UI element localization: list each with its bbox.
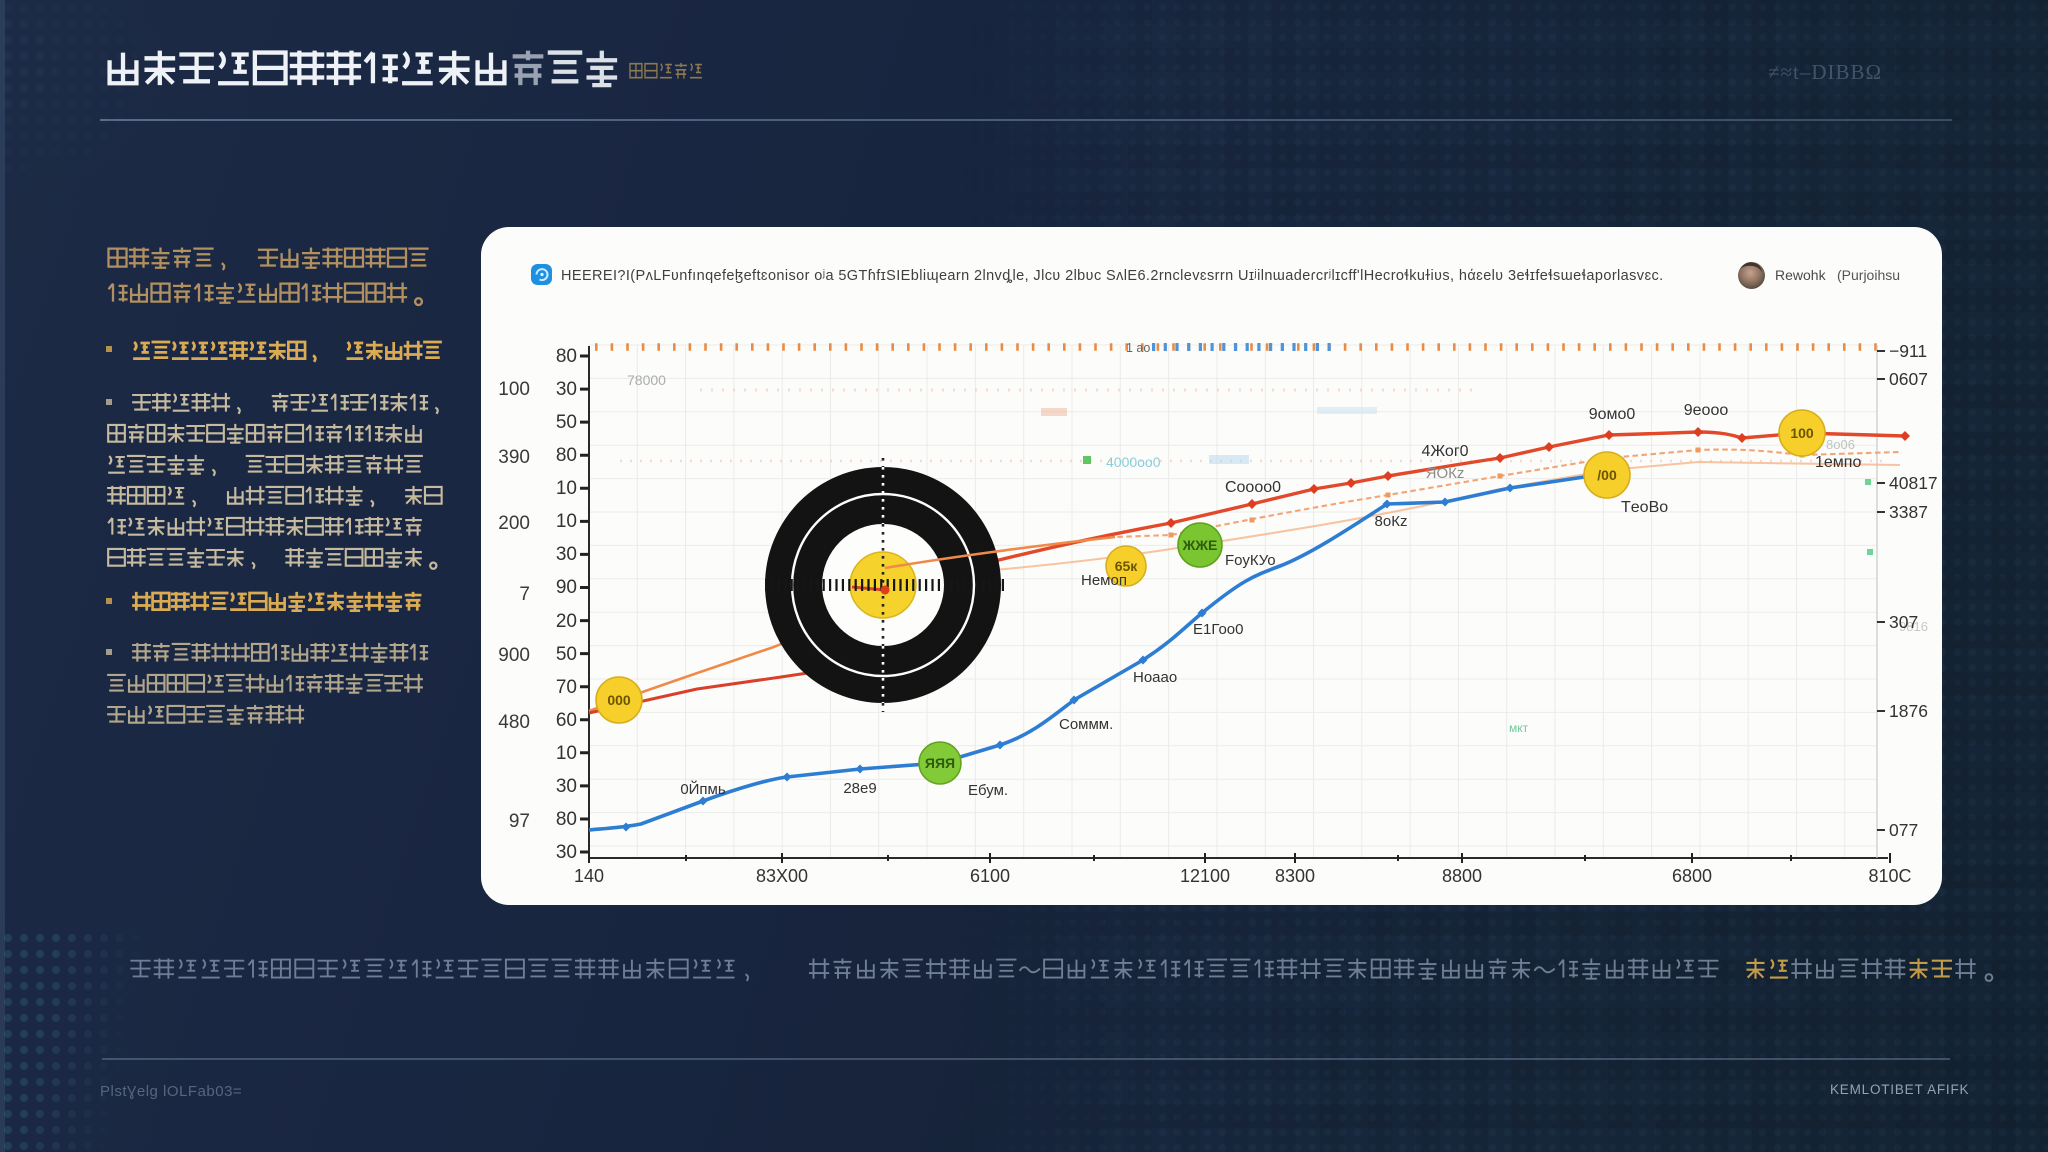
svg-text:100: 100 xyxy=(498,379,530,400)
svg-text:60: 60 xyxy=(556,710,577,731)
svg-text:1емпо: 1емпо xyxy=(1815,454,1861,471)
svg-text:50: 50 xyxy=(556,412,577,433)
svg-text:4000оо0: 4000оо0 xyxy=(1106,454,1161,470)
svg-text:Е1Гоо0: Е1Гоо0 xyxy=(1193,621,1244,638)
svg-text:810С: 810С xyxy=(1868,866,1911,886)
svg-text:10: 10 xyxy=(556,511,577,532)
svg-text:FоуКУо: FоуКУо xyxy=(1225,552,1276,569)
svg-text:3387: 3387 xyxy=(1889,502,1928,522)
svg-text:9омо0: 9омо0 xyxy=(1589,406,1636,423)
svg-text:480: 480 xyxy=(498,712,530,733)
svg-text:12100: 12100 xyxy=(1180,866,1230,886)
svg-text:1 ао: 1 ао xyxy=(1126,341,1150,355)
svg-text:(Purjοihsu: (Purjοihsu xyxy=(1837,267,1900,283)
svg-text:70: 70 xyxy=(556,677,577,698)
svg-text:0Йпмь: 0Йпмь xyxy=(680,780,726,798)
svg-text:/00: /00 xyxy=(1597,467,1617,483)
svg-text:900: 900 xyxy=(498,645,530,666)
svg-text:077: 077 xyxy=(1889,820,1918,840)
svg-text:TеоВо: TеоВо xyxy=(1621,499,1668,516)
svg-text:Rewοhk: Rewοhk xyxy=(1775,267,1827,283)
svg-text:−911: −911 xyxy=(1889,341,1927,361)
svg-text:80: 80 xyxy=(556,809,577,830)
svg-text:9еооо: 9еооо xyxy=(1684,402,1729,419)
svg-text:20: 20 xyxy=(556,611,577,632)
svg-text:80: 80 xyxy=(556,346,577,367)
svg-text:83Х00: 83Х00 xyxy=(756,866,808,886)
svg-text:8о06: 8о06 xyxy=(1826,437,1855,452)
svg-text:78000: 78000 xyxy=(627,372,666,388)
svg-text:HEEREI?I(PʌLFʋnfınqefeɮeftɛoni: HEEREI?I(PʌLFʋnfınqefeɮeftɛonisor oʲa 5G… xyxy=(561,268,1664,284)
svg-text:ЖЖЕ: ЖЖЕ xyxy=(1182,537,1218,553)
svg-text:Cоммм.: Cоммм. xyxy=(1059,716,1113,733)
svg-text:307: 307 xyxy=(1889,612,1918,632)
svg-text:000: 000 xyxy=(607,692,631,708)
svg-text:30: 30 xyxy=(556,544,577,565)
svg-text:100: 100 xyxy=(1790,425,1814,441)
svg-text:30: 30 xyxy=(556,379,577,400)
svg-text:390: 390 xyxy=(498,447,530,468)
svg-text:97: 97 xyxy=(509,811,530,832)
svg-text:Cоооо0: Cоооо0 xyxy=(1225,479,1281,496)
svg-text:8800: 8800 xyxy=(1442,866,1482,886)
svg-text:мкт: мкт xyxy=(1509,721,1529,735)
svg-text:9816: 9816 xyxy=(1899,619,1928,634)
svg-text:80: 80 xyxy=(556,445,577,466)
svg-text:8оКz: 8оКz xyxy=(1375,513,1408,530)
svg-text:8300: 8300 xyxy=(1275,866,1315,886)
svg-text:ЯОКz: ЯОКz xyxy=(1426,465,1465,482)
svg-text:Ноаао: Ноаао xyxy=(1133,669,1177,686)
svg-text:90: 90 xyxy=(556,577,577,598)
svg-text:1876: 1876 xyxy=(1889,701,1928,721)
svg-text:200: 200 xyxy=(498,513,530,534)
svg-text:0607: 0607 xyxy=(1889,369,1928,389)
svg-text:10: 10 xyxy=(556,743,577,764)
svg-text:28е9: 28е9 xyxy=(843,780,876,797)
svg-text:10: 10 xyxy=(556,478,577,499)
svg-text:65к: 65к xyxy=(1115,558,1139,574)
svg-text:Немоп: Немоп xyxy=(1081,572,1127,589)
svg-text:ЯЯЯ: ЯЯЯ xyxy=(925,755,955,771)
svg-text:30: 30 xyxy=(556,776,577,797)
svg-text:6800: 6800 xyxy=(1672,866,1712,886)
svg-text:6100: 6100 xyxy=(970,866,1010,886)
svg-text:140: 140 xyxy=(574,866,604,886)
svg-text:4Жог0: 4Жог0 xyxy=(1421,443,1468,460)
svg-text:7: 7 xyxy=(519,584,530,605)
svg-text:40817: 40817 xyxy=(1889,473,1938,493)
svg-text:30: 30 xyxy=(556,842,577,863)
svg-text:Eбум.: Eбум. xyxy=(968,782,1008,799)
svg-text:50: 50 xyxy=(556,644,577,665)
